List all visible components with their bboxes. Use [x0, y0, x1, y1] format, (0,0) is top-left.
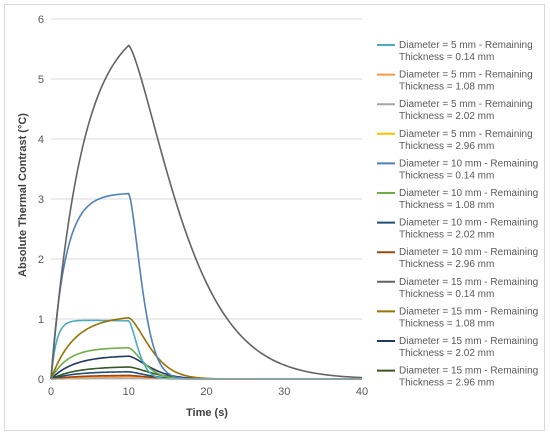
x-axis-title: Time (s): [186, 407, 228, 419]
y-tick-label: 5: [38, 74, 44, 86]
y-tick-label: 0: [38, 374, 44, 386]
y-tick-label: 6: [38, 14, 44, 26]
series-line-diameter-15-mm-remaining-thickness-1-08-mm: [51, 318, 362, 379]
series-layer: [51, 45, 362, 379]
x-tick-label: 20: [200, 386, 212, 398]
y-tick-label: 4: [38, 134, 44, 146]
series-line-diameter-10-mm-remaining-thickness-0-14-mm: [51, 194, 362, 379]
series-line-diameter-15-mm-remaining-thickness-0-14-mm: [51, 45, 362, 379]
y-axis-title: Absolute Thermal Contrast (°C): [17, 113, 29, 277]
x-tick-label: 30: [278, 386, 290, 398]
x-tick-label: 0: [48, 386, 54, 398]
series-line-diameter-10-mm-remaining-thickness-1-08-mm: [51, 348, 362, 379]
chart-frame: 0 1 2 3 4 5 6 0 10 20 30 40 Time (s) Absolute Therm…: [4, 4, 545, 431]
y-tick-label: 1: [38, 314, 44, 326]
thermal-contrast-chart: 0 1 2 3 4 5 6 0 10 20 30 40 Time (s) Absolute Therm…: [5, 5, 546, 432]
x-tick-label: 10: [123, 386, 135, 398]
y-tick-label: 3: [38, 194, 44, 206]
x-tick-label: 40: [356, 386, 368, 398]
grid-lines: [51, 19, 362, 319]
y-tick-label: 2: [38, 254, 44, 266]
